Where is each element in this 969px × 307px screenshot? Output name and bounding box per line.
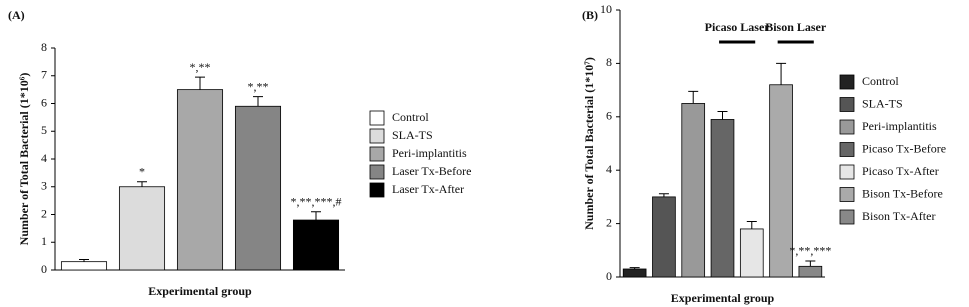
legend-swatch xyxy=(839,74,855,90)
legend-label: Control xyxy=(392,110,429,124)
bar xyxy=(681,103,706,278)
y-tick-label: 8 xyxy=(606,55,612,69)
bracket-label: Picaso Laser xyxy=(705,20,771,34)
y-tick-label: 7 xyxy=(41,68,47,82)
legend-swatch xyxy=(839,209,855,225)
legend-label: SLA-TS xyxy=(392,128,433,142)
y-tick-label: 1 xyxy=(41,234,47,248)
bar-annotation: *,**,*** xyxy=(789,244,831,258)
x-axis-title: Experimental group xyxy=(148,284,252,298)
legend-swatch xyxy=(369,146,385,162)
error-bar xyxy=(805,260,816,267)
y-tick-label: 2 xyxy=(41,206,47,220)
error-bar xyxy=(195,76,205,90)
error-bar xyxy=(137,181,147,187)
bar-annotation: *,**,***,# xyxy=(291,194,342,208)
y-tick-label: 0 xyxy=(606,269,612,283)
bar xyxy=(60,261,108,271)
legend-label: SLA-TS xyxy=(862,96,903,110)
legend-label: Picaso Tx-Before xyxy=(862,141,946,155)
error-bar xyxy=(658,193,669,197)
y-axis-title: Number of Total Bacterial (1*10⁷) xyxy=(582,57,596,230)
legend-swatch xyxy=(839,119,855,135)
panel-label: (B) xyxy=(582,8,598,22)
error-bar xyxy=(746,220,757,229)
bar xyxy=(118,186,166,271)
legend-label: Peri-implantitis xyxy=(392,146,467,160)
bracket-label: Bison Laser xyxy=(765,20,827,34)
y-tick-label: 0 xyxy=(41,262,47,276)
bar xyxy=(798,265,823,278)
y-tick-label: 5 xyxy=(41,123,47,137)
bar xyxy=(652,196,676,278)
legend-swatch xyxy=(369,182,385,198)
y-tick-label: 10 xyxy=(600,2,612,16)
bar-annotation: *,** xyxy=(190,60,211,74)
y-tick-label: 4 xyxy=(606,162,612,176)
error-bar xyxy=(253,96,263,107)
y-tick-label: 4 xyxy=(41,151,47,165)
error-bar xyxy=(776,62,787,85)
bar xyxy=(176,89,224,271)
error-bar xyxy=(79,258,89,262)
legend-label: Control xyxy=(862,74,899,88)
error-bar xyxy=(688,90,699,104)
legend-label: Laser Tx-Before xyxy=(392,164,471,178)
y-tick-label: 3 xyxy=(41,179,47,193)
legend-label: Laser Tx-After xyxy=(392,182,464,196)
y-tick-label: 6 xyxy=(41,95,47,109)
x-axis-title: Experimental group xyxy=(671,291,775,305)
legend-label: Picaso Tx-After xyxy=(862,164,939,178)
y-tick-label: 6 xyxy=(606,109,612,123)
legend-swatch xyxy=(369,128,385,144)
bar-annotation: *,** xyxy=(248,79,269,93)
legend-label: Bison Tx-Before xyxy=(862,186,943,200)
bar xyxy=(234,105,282,271)
bar-annotation: * xyxy=(139,165,145,179)
legend-label: Bison Tx-After xyxy=(862,209,935,223)
legend-label: Peri-implantitis xyxy=(862,119,937,133)
legend-swatch xyxy=(369,110,385,126)
legend-swatch xyxy=(839,97,855,112)
error-bar xyxy=(629,267,640,269)
legend-swatch xyxy=(839,187,855,202)
y-tick-label: 2 xyxy=(606,215,612,229)
bar xyxy=(710,119,735,278)
error-bar xyxy=(717,110,728,120)
legend-swatch xyxy=(839,142,855,157)
y-tick-label: 8 xyxy=(41,40,47,54)
y-axis-title: Number of Total Bacterial (1*10⁶) xyxy=(17,73,31,246)
legend-swatch xyxy=(369,164,385,180)
legend-swatch xyxy=(839,164,855,180)
panel-label: (A) xyxy=(8,8,25,22)
bar xyxy=(292,219,340,271)
bar xyxy=(622,268,647,278)
bar xyxy=(739,228,764,278)
error-bar xyxy=(311,211,321,221)
